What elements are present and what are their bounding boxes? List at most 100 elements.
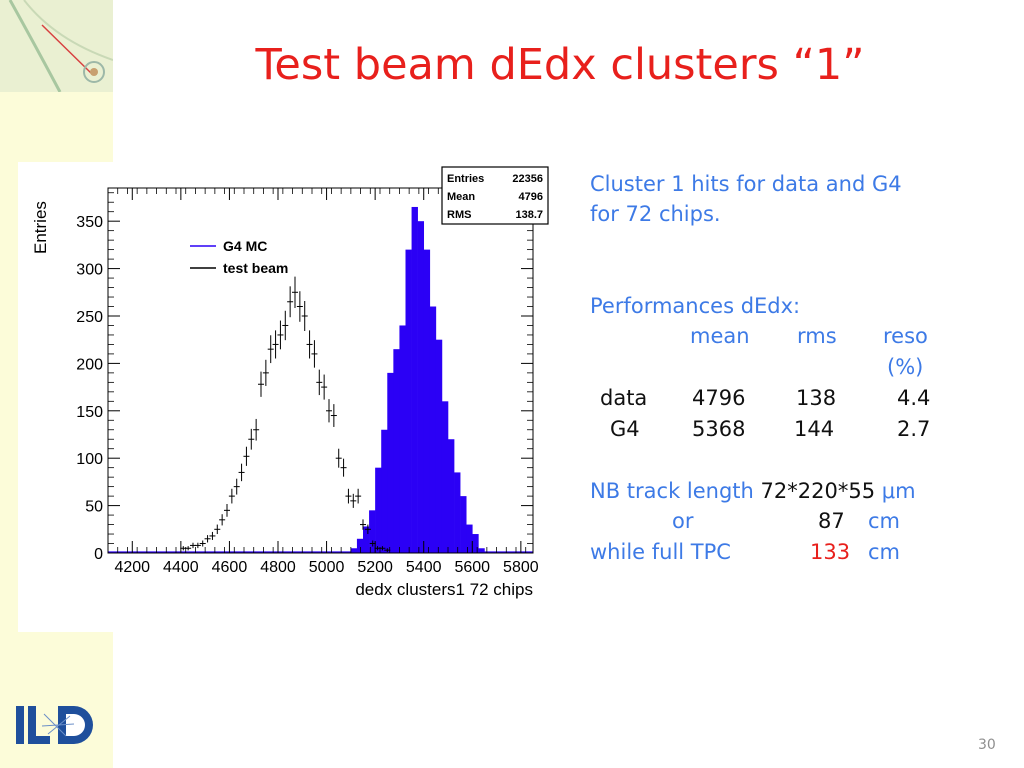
- testbeam-data-point: [224, 503, 230, 517]
- g4-histogram-bar: [356, 538, 364, 553]
- testbeam-data-point: [204, 535, 211, 543]
- x-axis-label: dedx clusters1 72 chips: [355, 580, 533, 599]
- tpc-value: 133: [810, 540, 851, 564]
- testbeam-data-point: [209, 531, 216, 540]
- y-axis-label: Entries: [31, 201, 50, 254]
- testbeam-data-point: [277, 320, 284, 350]
- x-tick-label: 4600: [212, 559, 248, 576]
- perf-row-data-rms: 138: [796, 386, 837, 410]
- tpc-label: while full TPC: [590, 540, 731, 564]
- x-tick-label: 4800: [260, 559, 296, 576]
- testbeam-data-point: [340, 458, 347, 477]
- testbeam-data-point: [214, 524, 221, 535]
- nb-unit: μm: [881, 479, 916, 503]
- stats-rms-label: RMS: [447, 209, 471, 221]
- nb-value: 72*220*55: [760, 479, 876, 503]
- testbeam-data-point: [267, 335, 274, 364]
- x-tick-label: 5800: [503, 559, 539, 576]
- g4-histogram-bar: [466, 524, 473, 553]
- or-label: or: [672, 509, 694, 533]
- testbeam-data-point: [355, 488, 362, 504]
- g4-histogram-bar: [381, 429, 388, 553]
- g4-histogram-bar: [448, 439, 455, 553]
- testbeam-data-point: [287, 286, 294, 318]
- testbeam-data-point: [194, 542, 201, 549]
- legend: G4 MC test beam: [190, 238, 288, 276]
- g4-histogram-bar: [478, 548, 485, 553]
- x-tick-label: 5600: [454, 559, 490, 576]
- perf-title: Performances dEdx:: [590, 294, 801, 318]
- x-tick-label: 5200: [357, 559, 393, 576]
- y-tick-label: 350: [76, 214, 103, 231]
- perf-header-mean: mean: [690, 324, 750, 348]
- g4-histogram-bar: [417, 221, 425, 553]
- testbeam-data-point: [233, 478, 240, 495]
- corner-graphic: [0, 0, 113, 92]
- perf-header-rms: rms: [797, 324, 837, 348]
- testbeam-data-point: [311, 340, 318, 368]
- perf-row-data-reso: 4.4: [897, 386, 931, 410]
- testbeam-data-point: [296, 291, 303, 322]
- perf-header-reso: reso: [883, 324, 928, 348]
- g4-histogram-bar: [435, 339, 443, 553]
- g4-histogram-bar: [441, 401, 449, 553]
- testbeam-data-point: [350, 493, 357, 508]
- g4-histogram-bar: [472, 534, 479, 553]
- legend-label-g4: G4 MC: [223, 238, 267, 254]
- testbeam-data-point: [219, 514, 226, 526]
- note-line-2: for 72 chips.: [590, 202, 721, 226]
- perf-row-data-label: data: [600, 386, 648, 410]
- g4-histogram-bar: [405, 249, 412, 553]
- g4-histogram-bar: [460, 496, 467, 553]
- testbeam-data-point: [238, 463, 245, 482]
- testbeam-data-point: [262, 359, 269, 386]
- page-number: 30: [978, 737, 996, 753]
- legend-label-testbeam: test beam: [223, 260, 288, 276]
- g4-histogram-bar: [387, 372, 394, 553]
- y-tick-label: 300: [76, 262, 103, 279]
- or-unit: cm: [868, 509, 901, 533]
- testbeam-data-point: [243, 446, 250, 466]
- nb-line: NB track length 72*220*55 μm: [590, 476, 916, 506]
- stats-entries-label: Entries: [447, 173, 484, 185]
- stats-entries-value: 22356: [512, 173, 543, 185]
- y-tick-label: 50: [85, 499, 103, 516]
- y-tick-label: 150: [76, 404, 103, 421]
- stats-mean-value: 4796: [519, 191, 543, 203]
- testbeam-data-point: [301, 300, 308, 331]
- g4-histogram-bar: [423, 249, 431, 553]
- tpc-unit: cm: [868, 540, 901, 564]
- g4-histogram-bar: [375, 467, 382, 553]
- g4-histogram-bar: [363, 526, 370, 553]
- g4-histogram-bar: [411, 206, 418, 553]
- perf-row-g4-mean: 5368: [692, 417, 746, 441]
- perf-row-data-mean: 4796: [692, 386, 746, 410]
- testbeam-data-point: [360, 519, 366, 530]
- testbeam-data-point: [321, 374, 328, 400]
- testbeam-data-point: [258, 371, 264, 397]
- stats-box: Entries 22356 Mean 4796 RMS 138.7: [441, 166, 549, 225]
- y-tick-label: 100: [76, 451, 103, 468]
- testbeam-data-point: [306, 330, 313, 359]
- g4-histogram-bar: [369, 510, 376, 553]
- g4-histogram-bar: [454, 472, 461, 553]
- testbeam-data-point: [248, 428, 255, 450]
- testbeam-data-point: [253, 418, 260, 441]
- testbeam-data-point: [199, 540, 206, 547]
- testbeam-data-point: [335, 448, 342, 468]
- slide-title: Test beam dEdx clusters “1”: [255, 40, 865, 90]
- perf-row-g4-rms: 144: [794, 417, 835, 441]
- ild-logo: [16, 706, 93, 744]
- nb-label: NB track length: [590, 479, 754, 503]
- g4-histogram-bar: [350, 548, 358, 553]
- histogram-chart: 4200 4400 4600 4800 5000 5200 5400 5600 5800 0 50…: [31, 166, 549, 599]
- g4-histogram-bar: [399, 325, 406, 553]
- y-tick-label: 0: [94, 546, 103, 563]
- g4-histogram-bar: [393, 349, 400, 553]
- testbeam-data-point: [345, 488, 352, 504]
- testbeam-data-point: [282, 310, 289, 341]
- testbeam-data-point: [272, 330, 279, 359]
- testbeam-data-point: [316, 369, 323, 396]
- perf-row-g4-reso: 2.7: [897, 417, 931, 441]
- y-tick-label: 250: [76, 309, 103, 326]
